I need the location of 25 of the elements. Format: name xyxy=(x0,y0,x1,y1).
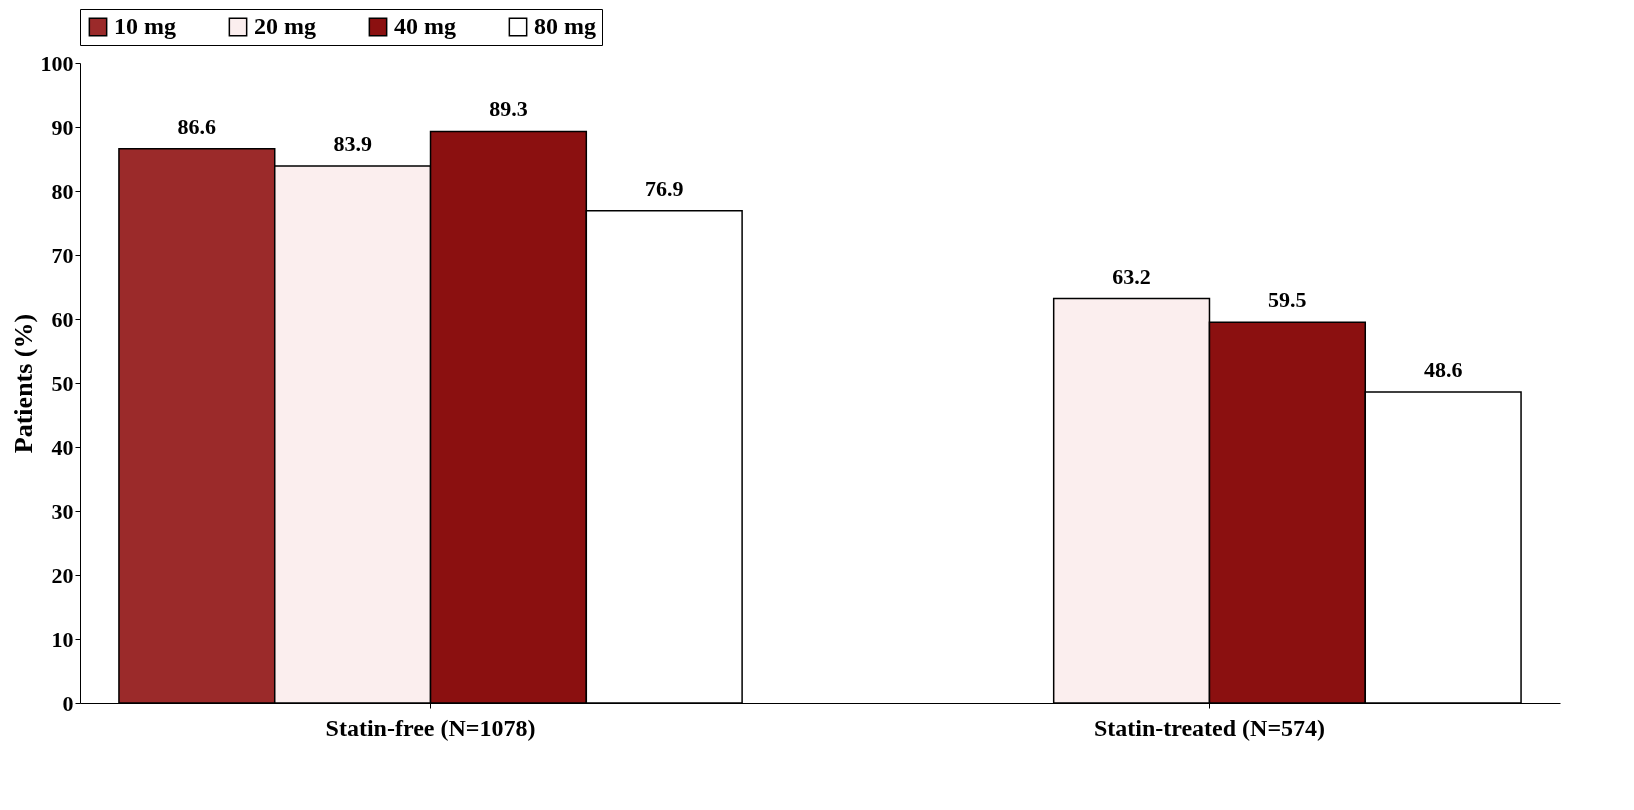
data-label: 86.6 xyxy=(177,113,217,139)
y-tick-label: 50 xyxy=(51,370,74,396)
y-tick-label: 10 xyxy=(51,626,74,652)
legend-label: 80 mg xyxy=(534,13,596,39)
x-tick-label: Statin-treated (N=574) xyxy=(1093,714,1326,741)
y-tick-label: 30 xyxy=(51,498,74,524)
y-tick-label: 70 xyxy=(51,242,74,268)
data-label: 63.2 xyxy=(1112,263,1151,289)
y-tick-label: 40 xyxy=(51,434,74,460)
data-label: 59.5 xyxy=(1268,287,1307,313)
data-label: 76.9 xyxy=(644,175,684,201)
y-tick-label: 80 xyxy=(51,178,74,204)
legend-label: 10 mg xyxy=(114,13,176,39)
data-label: 83.9 xyxy=(333,131,372,157)
y-tick-label: 90 xyxy=(51,114,74,140)
y-tick-label: 20 xyxy=(51,562,74,588)
y-tick-label: 100 xyxy=(40,50,74,76)
legend-label: 20 mg xyxy=(254,13,316,39)
y-axis-title: Patients (%) xyxy=(8,313,38,454)
legend-label: 40 mg xyxy=(394,13,456,39)
data-label: 89.3 xyxy=(489,96,528,122)
x-tick-label: Statin-free (N=1078) xyxy=(325,714,536,741)
y-tick-label: 60 xyxy=(51,306,74,332)
data-label: 48.6 xyxy=(1423,356,1463,382)
y-tick-label: 0 xyxy=(62,690,74,716)
